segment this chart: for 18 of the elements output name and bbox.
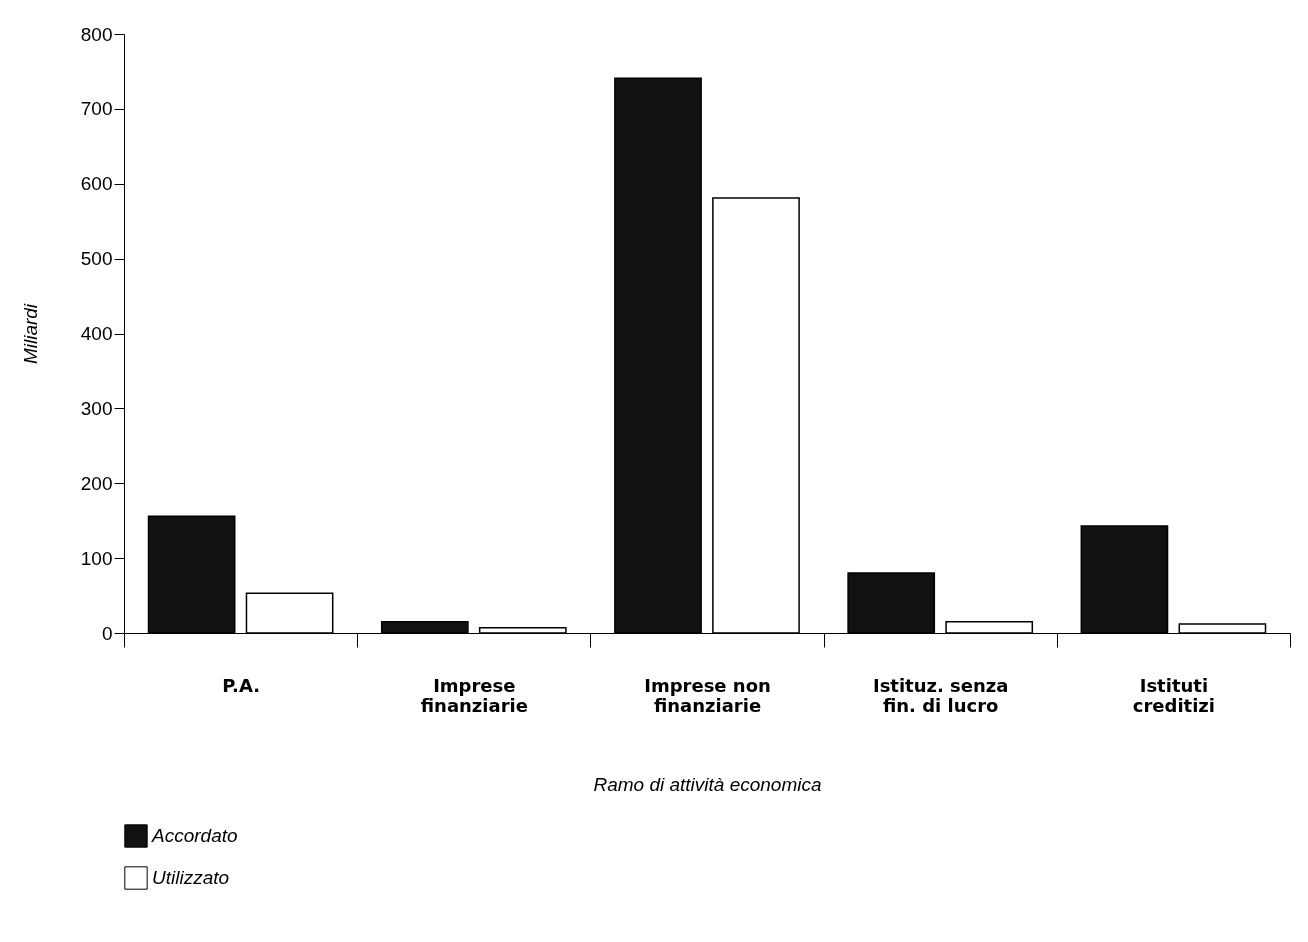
- y-tick-label: 400: [80, 323, 113, 344]
- x-tick-label: P.A.: [222, 674, 261, 696]
- y-tick-label: 600: [80, 173, 113, 195]
- y-tick-label: 100: [80, 547, 113, 569]
- legend-label: Utilizzato: [152, 867, 230, 888]
- x-tick-label: Istituz. senza fin. di lucro: [872, 674, 1009, 716]
- y-tick-label: 500: [80, 248, 113, 270]
- y-axis-title: Miliardi: [19, 303, 41, 365]
- x-tick-label: Imprese finanziarie: [420, 674, 528, 716]
- y-tick-label: 700: [80, 98, 113, 120]
- y-tick-label: 300: [80, 397, 113, 419]
- y-tick-label: 200: [80, 472, 113, 494]
- x-axis-title: Ramo di attività economica: [593, 773, 822, 795]
- x-tick-label: Istituti creditizi: [1132, 674, 1216, 716]
- y-tick-label: 800: [80, 23, 113, 45]
- x-tick-label: Imprese non finanziarie: [644, 674, 771, 716]
- legend-label: Accordato: [151, 825, 238, 846]
- y-tick-label: 0: [101, 622, 113, 644]
